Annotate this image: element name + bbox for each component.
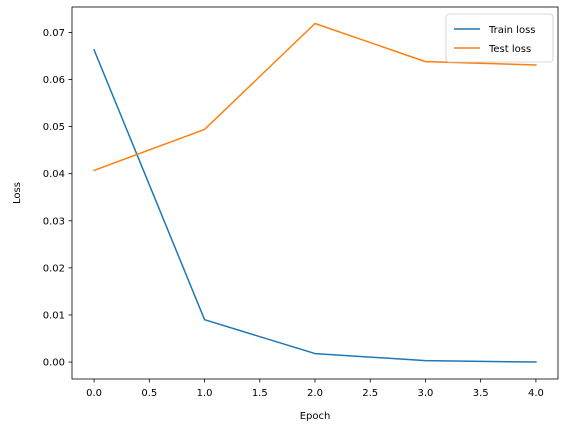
y-tick-label: 0.07 (43, 28, 65, 39)
x-tick-label: 0.5 (141, 388, 157, 399)
y-tick-label: 0.05 (43, 122, 65, 133)
x-tick-label: 0.0 (86, 388, 102, 399)
y-tick-label: 0.01 (43, 310, 65, 321)
legend-label-test-loss: Test loss (488, 44, 531, 55)
legend-box (445, 13, 554, 63)
y-tick-label: 0.06 (43, 75, 65, 86)
x-tick-label: 2.0 (307, 388, 323, 399)
x-tick-label: 1.5 (252, 388, 268, 399)
y-tick-label: 0.02 (43, 263, 65, 274)
x-tick-label: 3.0 (418, 388, 434, 399)
x-tick-label: 3.5 (473, 388, 489, 399)
x-tick-label: 2.5 (362, 388, 378, 399)
y-tick-label: 0.00 (43, 358, 65, 369)
series-lines (93, 22, 537, 363)
legend: Train loss Test loss (445, 13, 554, 63)
x-axis: 0.0 0.5 1.0 1.5 2.0 2.5 3.0 3.5 4.0 (86, 379, 544, 399)
legend-label-train-loss: Train loss (488, 25, 536, 36)
y-axis-label: Loss (12, 182, 23, 204)
y-tick-label: 0.04 (43, 169, 65, 180)
x-axis-label: Epoch (300, 411, 331, 422)
x-tick-label: 1.0 (197, 388, 213, 399)
y-axis: 0.00 0.01 0.02 0.03 0.04 0.05 0.06 0.07 (43, 28, 72, 369)
x-tick-label: 4.0 (528, 388, 544, 399)
y-tick-label: 0.03 (43, 216, 65, 227)
